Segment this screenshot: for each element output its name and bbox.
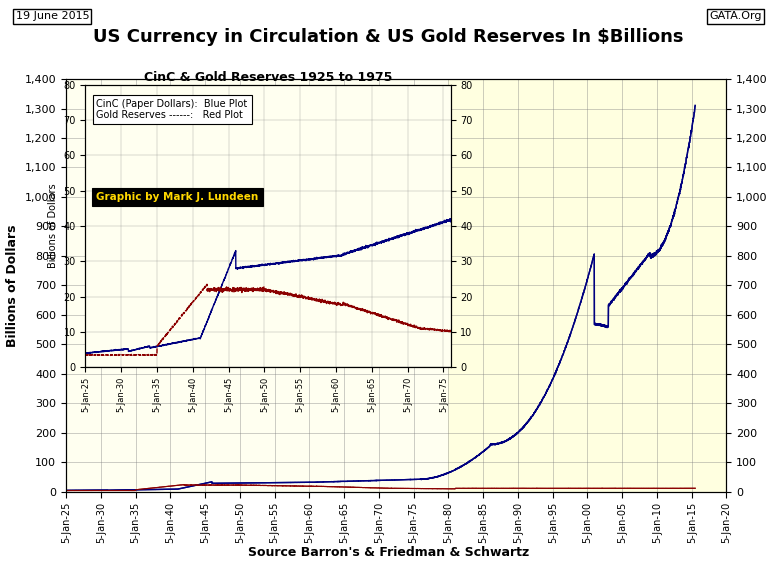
Y-axis label: Billions of Dollars: Billions of Dollars bbox=[48, 184, 57, 268]
Text: GATA.Org: GATA.Org bbox=[709, 11, 761, 21]
Title: CinC & Gold Reserves 1925 to 1975: CinC & Gold Reserves 1925 to 1975 bbox=[144, 71, 392, 84]
Text: Source Barron's & Friedman & Schwartz: Source Barron's & Friedman & Schwartz bbox=[248, 546, 529, 559]
Bar bbox=[66, 79, 448, 492]
Text: US Currency in Circulation & US Gold Reserves In $Billions: US Currency in Circulation & US Gold Res… bbox=[93, 28, 684, 46]
Y-axis label: Billions of Dollars: Billions of Dollars bbox=[6, 224, 19, 346]
Bar bbox=[448, 79, 726, 492]
Text: 19 June 2015: 19 June 2015 bbox=[16, 11, 89, 21]
Text: Graphic by Mark J. Lundeen: Graphic by Mark J. Lundeen bbox=[96, 192, 259, 202]
Text: CinC (Paper Dollars):  Blue Plot
Gold Reserves ------:   Red Plot: CinC (Paper Dollars): Blue Plot Gold Res… bbox=[96, 99, 248, 120]
